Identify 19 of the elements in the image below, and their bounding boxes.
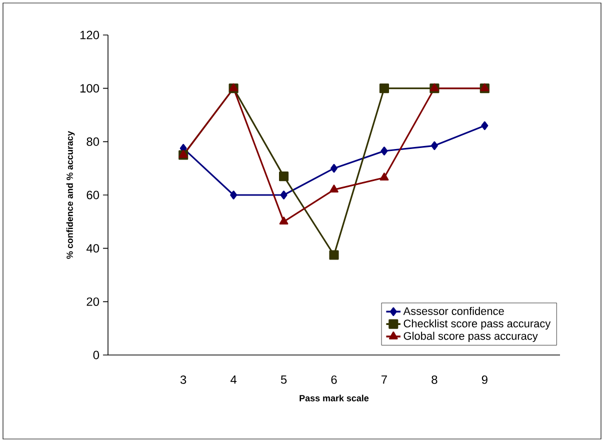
x-tick-label: 5 bbox=[280, 375, 287, 384]
x-tick-label: 7 bbox=[382, 375, 387, 384]
x-tick-label: 9 bbox=[482, 375, 488, 384]
y-tick-label: 100 bbox=[80, 84, 100, 93]
x-tick-label: 8 bbox=[432, 375, 438, 384]
y-axis-title: % confidence and % accuracy bbox=[66, 131, 75, 259]
x-tick-label: 3 bbox=[180, 375, 186, 384]
legend-label: Global score pass accuracy bbox=[404, 332, 538, 342]
x-tick-label: 6 bbox=[331, 375, 337, 384]
y-tick-label: 20 bbox=[86, 297, 100, 306]
x-axis-title: Pass mark scale bbox=[300, 394, 369, 402]
y-tick-label: 0 bbox=[93, 350, 100, 360]
y-tick-label: 60 bbox=[86, 190, 100, 200]
y-tick-label: 120 bbox=[80, 30, 100, 40]
legend-label: Checklist score pass accuracy bbox=[404, 319, 551, 330]
legend-label: Assessor confidence bbox=[403, 306, 504, 315]
y-tick-label: 80 bbox=[86, 137, 100, 146]
y-tick-label: 40 bbox=[86, 244, 100, 253]
x-tick-label: 4 bbox=[230, 375, 237, 384]
